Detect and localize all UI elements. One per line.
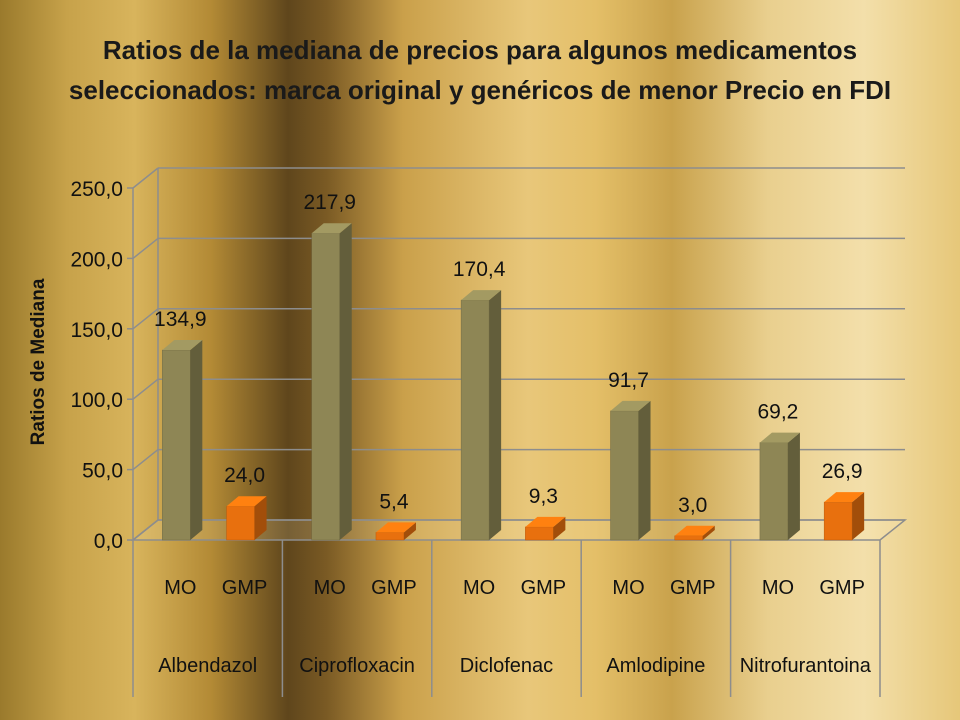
gridline-depth — [132, 237, 159, 259]
gridline-depth — [132, 449, 159, 471]
bar — [525, 526, 554, 541]
data-label: 69,2 — [757, 401, 798, 424]
bar-side — [489, 290, 502, 540]
bar — [162, 349, 191, 541]
y-tick-label: 250,0 — [70, 178, 123, 201]
bar — [759, 442, 789, 541]
bar — [311, 232, 340, 541]
series-tick-label: MO — [612, 577, 644, 599]
bar-top — [525, 516, 566, 527]
data-label: 217,9 — [303, 191, 356, 214]
bar-top — [375, 522, 416, 533]
bar-top — [311, 223, 352, 234]
bar — [610, 410, 639, 541]
bar-top — [759, 432, 800, 443]
series-tick-label: MO — [314, 577, 346, 599]
data-label: 3,0 — [678, 494, 707, 517]
gridline-depth — [132, 308, 159, 330]
bar-side — [787, 432, 800, 540]
bar — [375, 532, 405, 541]
group-label: Diclofenac — [460, 655, 553, 677]
bar-top — [610, 400, 651, 411]
bar-side — [702, 525, 715, 540]
gridline-depth — [132, 519, 159, 541]
chart-title: Ratios de la mediana de precios para alg… — [60, 30, 900, 110]
series-tick-label: GMP — [521, 577, 567, 599]
bar — [460, 299, 490, 541]
bar-side — [638, 400, 651, 540]
data-label: 91,7 — [608, 369, 649, 392]
group-label: Ciprofloxacin — [299, 655, 415, 677]
bar-side — [339, 223, 352, 541]
group-label: Amlodipine — [606, 655, 705, 677]
series-tick-label: MO — [164, 577, 196, 599]
bar — [226, 505, 255, 541]
bar-top — [824, 492, 865, 503]
y-tick-label: 50,0 — [82, 460, 123, 483]
gridline-depth — [132, 167, 159, 189]
bar-side — [403, 522, 416, 540]
bar-top — [162, 340, 203, 351]
y-axis-label: Ratios de Mediana — [28, 278, 49, 445]
group-label: Albendazol — [158, 655, 257, 677]
data-label: 5,4 — [379, 490, 409, 513]
gridline-depth — [132, 378, 159, 400]
series-tick-label: GMP — [222, 577, 268, 599]
group-label: Nitrofurantoina — [740, 655, 872, 677]
data-label: 134,9 — [154, 308, 207, 331]
series-tick-label: GMP — [670, 577, 716, 599]
series-tick-label: GMP — [371, 577, 417, 599]
series-tick-label: GMP — [819, 577, 865, 599]
chart-title-line-1: Ratios de la mediana de precios para alg… — [102, 35, 858, 65]
data-label: 24,0 — [224, 464, 265, 487]
bar-top — [226, 496, 267, 507]
bar-top — [461, 290, 502, 301]
data-label: 9,3 — [529, 485, 558, 508]
bar — [823, 501, 853, 541]
chart-title-line-2: seleccionados: marca original y genérico… — [68, 75, 892, 105]
y-tick-label: 0,0 — [94, 530, 123, 553]
bar — [674, 535, 704, 541]
series-tick-label: MO — [762, 577, 794, 599]
bar-side — [190, 340, 203, 540]
data-label: 170,4 — [453, 258, 506, 281]
y-tick-label: 150,0 — [70, 319, 123, 342]
y-tick-label: 100,0 — [70, 389, 123, 412]
bar-side — [553, 516, 566, 540]
data-label: 26,9 — [822, 460, 863, 483]
y-tick-label: 200,0 — [70, 248, 123, 271]
bar-side — [852, 492, 865, 540]
bar-side — [254, 496, 267, 540]
series-tick-label: MO — [463, 577, 495, 599]
bar-top — [674, 525, 715, 536]
